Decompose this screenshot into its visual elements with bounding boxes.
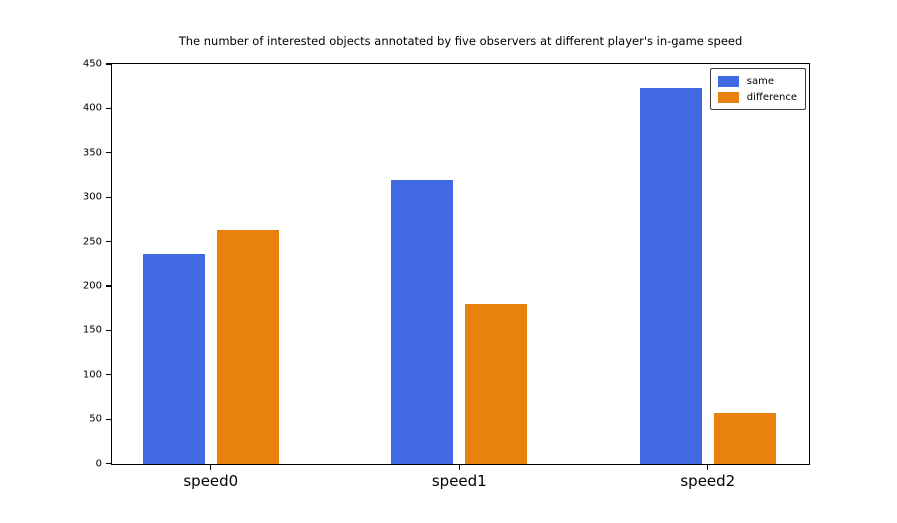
x-tick-label-speed2: speed2 <box>680 472 736 490</box>
y-tick-mark <box>105 418 111 420</box>
x-tick-mark <box>210 465 212 471</box>
legend-swatch-icon <box>717 75 739 87</box>
y-tick-label: 200 <box>82 280 102 292</box>
y-tick-mark <box>105 63 111 65</box>
x-tick-mark <box>458 465 460 471</box>
y-tick-label: 0 <box>95 458 102 470</box>
y-tick-mark <box>105 463 111 465</box>
x-tick-mark <box>707 465 709 471</box>
y-tick-label: 300 <box>82 191 102 203</box>
legend-label: same <box>746 75 775 87</box>
y-tick-mark <box>105 329 111 331</box>
y-tick-mark <box>105 196 111 198</box>
y-tick-label: 400 <box>82 102 102 114</box>
x-tick-label-speed1: speed1 <box>431 472 487 490</box>
y-tick-mark <box>105 285 111 287</box>
y-tick-label: 250 <box>82 236 102 248</box>
legend-entry-difference: difference <box>717 89 797 105</box>
legend-label: difference <box>746 91 797 103</box>
y-tick-label: 50 <box>89 413 102 425</box>
plot-area: 0 50 100 150 200 250 300 350 400 450 speed0 speed1… <box>83 59 810 490</box>
bar-difference-speed1 <box>465 304 528 464</box>
bar-same-speed0 <box>142 253 205 464</box>
y-tick-mark <box>105 107 111 109</box>
legend-entry-same: same <box>717 73 797 89</box>
x-tick-label-speed0: speed0 <box>183 472 239 490</box>
bar-difference-speed2 <box>713 413 776 464</box>
y-tick-label: 350 <box>82 147 102 159</box>
y-tick-mark <box>105 241 111 243</box>
y-tick-label: 150 <box>82 324 102 336</box>
y-tick-label: 450 <box>82 58 102 70</box>
y-tick-mark <box>105 374 111 376</box>
bar-same-speed2 <box>639 88 702 464</box>
legend: same difference <box>709 68 806 110</box>
bar-difference-speed0 <box>216 230 279 464</box>
y-tick-mark <box>105 152 111 154</box>
chart-title: The number of interested objects annotat… <box>178 34 743 48</box>
bar-same-speed1 <box>391 179 454 464</box>
y-tick-label: 100 <box>82 369 102 381</box>
legend-swatch-icon <box>717 91 739 103</box>
